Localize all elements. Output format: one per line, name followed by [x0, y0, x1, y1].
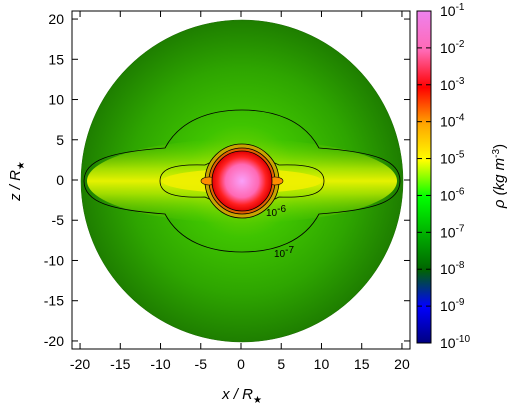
x-tick-label: -15: [110, 356, 130, 372]
colorbar-tick-label: 10-8: [440, 260, 465, 277]
colorbar-label: ρ (kg m-3): [491, 144, 508, 209]
colorbar-tick-label: 10-1: [440, 2, 465, 19]
colorbar-gradient: [416, 10, 432, 344]
colorbar: 10-1 10-2 10-3 10-4 10-5 10-6 10-7 10-8 10-9 10-1…: [416, 2, 508, 351]
y-tick-label: 20: [48, 11, 64, 27]
colorbar-tick-label: 10-3: [440, 76, 465, 93]
colorbar-tick-label: 10-2: [440, 39, 465, 56]
contour-1e-7: [83, 109, 401, 253]
x-tick-label: -20: [70, 356, 90, 372]
y-tick-label: 0: [56, 172, 64, 188]
colorbar-ticks: 10-1 10-2 10-3 10-4 10-5 10-6 10-7 10-8 10-9 10-1…: [417, 2, 470, 351]
y-tick-label: -20: [44, 333, 64, 349]
colorbar-tick-label: 10-7: [440, 223, 465, 240]
y-tick-label: 10: [48, 92, 64, 108]
colorbar-tick-label: 10-4: [440, 113, 465, 130]
contour-label-1e-7: 10-7: [274, 245, 294, 260]
colorbar-tick-label: 10-6: [440, 186, 465, 203]
density-map: 10-6 10-7: [80, 19, 404, 343]
colorbar-tick-label: 10-9: [440, 297, 465, 314]
x-tick-label: -10: [150, 356, 170, 372]
x-tick-label: 10: [314, 356, 330, 372]
axis-ticks: -20 -15 -10 -5 0 5 10 15 20 20 15 10 5 0 -5 -10 -15 -20: [44, 11, 410, 372]
y-axis-label: z / R★: [7, 161, 27, 202]
x-tick-label: 20: [394, 356, 410, 372]
y-tick-label: -15: [44, 293, 64, 309]
x-tick-label: 5: [277, 356, 285, 372]
y-tick-label: -5: [52, 212, 65, 228]
stellar-core: [211, 150, 273, 212]
x-axis-label: x / R★: [221, 386, 262, 406]
colorbar-tick-label: 10-10: [440, 334, 470, 351]
y-tick-label: -10: [44, 252, 64, 268]
contour-label-1e-6: 10-6: [266, 204, 286, 219]
x-tick-label: -5: [195, 356, 208, 372]
y-tick-label: 5: [56, 132, 64, 148]
x-tick-label: 15: [354, 356, 370, 372]
y-tick-label: 15: [48, 51, 64, 67]
colorbar-tick-label: 10-5: [440, 150, 465, 167]
x-tick-label: 0: [237, 356, 245, 372]
